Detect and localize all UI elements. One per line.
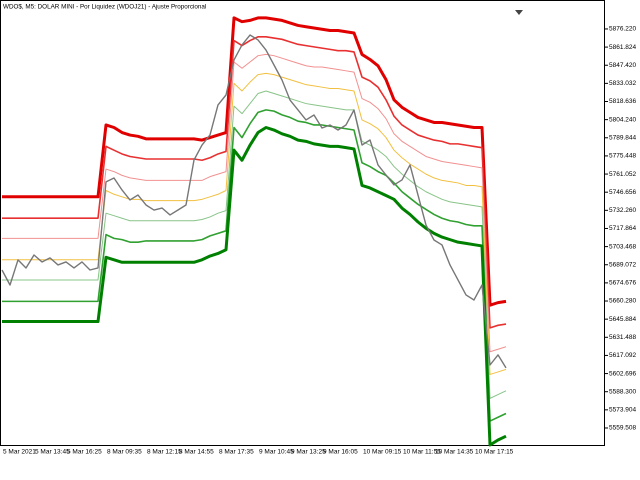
x-tick-label: 8 Mar 12:15 [147, 449, 182, 456]
y-tick-label: 5689.072 [609, 261, 636, 268]
x-tick-label: 5 Mar 16:25 [67, 449, 102, 456]
series-line [2, 90, 507, 399]
y-tick-label: 5645.884 [609, 316, 636, 323]
y-tick-label: 5732.260 [609, 207, 636, 214]
y-tick-label: 5588.300 [609, 388, 636, 395]
y-tick-label: 5717.864 [609, 225, 636, 232]
y-tick-label: 5775.448 [609, 153, 636, 160]
series-line [1, 34, 507, 369]
y-tick-label: 5573.904 [609, 407, 636, 414]
y-tick-label: 5631.488 [609, 334, 636, 341]
y-tick-label: 5833.032 [609, 80, 636, 87]
y-tick-label: 5559.508 [609, 425, 636, 432]
y-tick-label: 5804.240 [609, 116, 636, 123]
x-tick-label: 10 Mar 14:35 [435, 449, 474, 456]
y-tick-label: 5617.092 [609, 352, 636, 359]
x-tick-label: 5 Mar 2021 [3, 449, 36, 456]
y-tick-label: 5861.824 [609, 44, 636, 51]
y-tick-label: 5660.280 [609, 298, 636, 305]
series-line [2, 35, 507, 329]
x-tick-label: 10 Mar 17:15 [475, 449, 514, 456]
y-tick-label: 5847.420 [609, 62, 636, 69]
series-line [2, 109, 507, 422]
series-line [2, 126, 507, 447]
chart-title: WDO$, M5: DOLAR MINI - Por Liquidez (WDO… [3, 4, 206, 11]
plot-area [1, 16, 507, 447]
plot-frame [0, 0, 605, 446]
series-line [2, 72, 507, 375]
x-tick-label: 9 Mar 16:05 [323, 449, 358, 456]
y-tick-label: 5789.844 [609, 134, 636, 141]
one-click-icon[interactable] [515, 10, 523, 15]
x-tick-label: 8 Mar 14:55 [179, 449, 214, 456]
x-tick-label: 10 Mar 11:55 [403, 449, 441, 456]
y-tick-label: 5761.052 [609, 171, 636, 178]
y-tick-label: 5703.468 [609, 243, 636, 250]
x-tick-label: 9 Mar 13:25 [291, 449, 326, 456]
y-tick-label: 5602.696 [609, 370, 636, 377]
series-line [2, 16, 507, 307]
series-line [2, 53, 507, 353]
y-tick-label: 5674.676 [609, 280, 636, 287]
y-tick-label: 5818.636 [609, 98, 636, 105]
x-tick-label: 10 Mar 09:15 [363, 449, 402, 456]
x-tick-label: 8 Mar 17:35 [219, 449, 254, 456]
y-tick-label: 5876.220 [609, 26, 636, 33]
x-tick-label: 9 Mar 10:45 [259, 449, 294, 456]
x-tick-label: 5 Mar 13:45 [35, 449, 70, 456]
y-tick-label: 5746.656 [609, 189, 636, 196]
x-tick-label: 8 Mar 09:35 [107, 449, 142, 456]
